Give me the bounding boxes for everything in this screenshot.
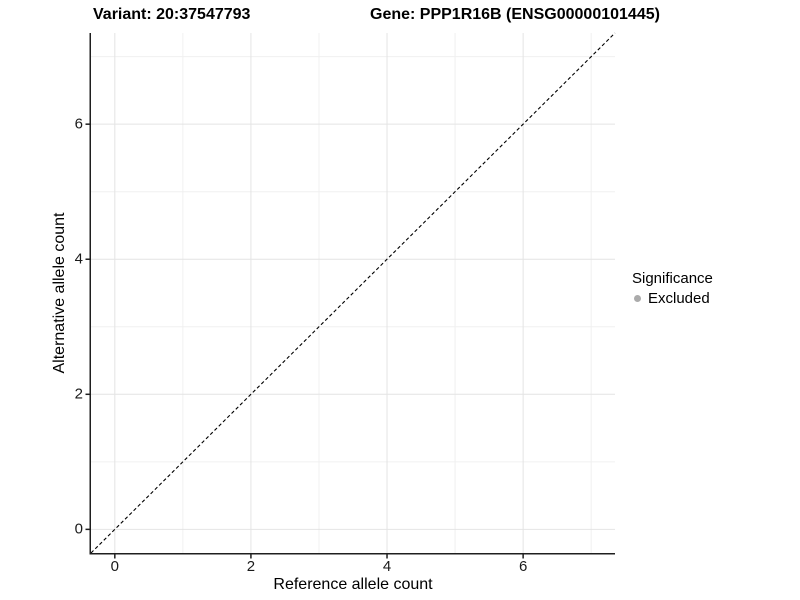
- x-axis-tick-label: 0: [110, 558, 119, 575]
- y-axis-tick-label: 2: [74, 385, 83, 403]
- y-axis-tick-label: 6: [74, 115, 83, 133]
- variant-title: Variant: 20:37547793: [93, 6, 251, 23]
- legend-item: Excluded: [632, 290, 713, 307]
- legend: Significance Excluded: [632, 270, 713, 307]
- x-axis-tick-label: 2: [246, 558, 256, 575]
- legend-title: Significance: [632, 270, 713, 287]
- legend-items: Excluded: [632, 290, 713, 307]
- legend-item-label: Excluded: [648, 290, 710, 307]
- x-axis-tick-label: 6: [518, 558, 528, 575]
- legend-point-icon: [634, 295, 641, 302]
- y-axis-title: Alternative allele count: [51, 212, 68, 374]
- identity-dashed-line: [90, 32, 616, 554]
- x-axis-tick-label: 4: [382, 558, 392, 575]
- y-axis-tick-label: 4: [74, 250, 83, 268]
- x-axis-title: Reference allele count: [273, 576, 433, 593]
- gene-title: Gene: PPP1R16B (ENSG00000101445): [370, 6, 660, 23]
- y-axis-tick-label: 0: [74, 520, 83, 538]
